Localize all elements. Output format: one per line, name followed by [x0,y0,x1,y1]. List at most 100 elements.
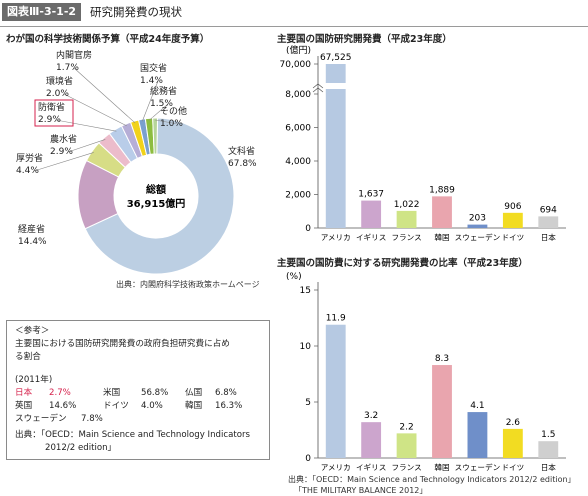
pie-slice-label: 農水省 [50,133,77,145]
pie-slice-value: 1.7% [56,63,79,73]
bar [432,365,452,458]
pie-leader-line [155,119,179,125]
pie-leader-line [63,93,127,127]
pie-leader-line [55,119,117,132]
highlight-box [34,99,74,127]
figure-number: 図表Ⅲ-3-1-2 [2,3,82,21]
bar [361,422,382,458]
bar-source-1: 出典：「OECD：Main Science and Technology Ind… [288,475,576,484]
pie-slice-label: 総務省 [150,85,177,97]
bar-value-label: 2.6 [506,418,521,428]
y-axis-unit: (%) [286,272,302,282]
bar [467,224,488,228]
reference-value: 14.6% [49,401,77,411]
x-tick-label: スウェーデン [455,462,501,472]
figure-header: 図表Ⅲ-3-1-2 研究開発費の現状 [0,0,588,27]
y-tick-label: 0 [305,224,311,234]
x-tick-label: 韓国 [434,462,449,472]
pie-chart-title: わが国の科学技術関係予算（平成24年度予算） [6,34,210,45]
axis-break [312,83,324,93]
x-tick-label: イギリス [356,463,386,472]
bar-value-label: 1,889 [429,185,455,195]
reference-source-1: 出典：「OECD：Main Science and Technology Ind… [15,430,250,440]
budget-pie-chart: 文科省 67.8% 経産省 14.4% 厚労省 4.4% 農水省 2.9% 防衛省 2.9% 環境省… [16,49,257,275]
reference-desc-2: る割合 [15,352,41,362]
bar-value-label: 67,525 [320,53,352,63]
x-tick-label: アメリカ [321,463,351,472]
pie-slice-value: 1.4% [140,76,163,86]
pie-leader-line [142,80,159,122]
pie-slice-value: 14.4% [18,237,47,247]
reference-country: ドイツ [103,401,129,411]
reference-value: 2.7% [49,388,71,398]
reference-country: 英国 [15,401,33,411]
bar-value-label: 3.2 [364,411,378,421]
x-tick-label: 韓国 [434,232,449,242]
pie-slice-value: 2.9% [38,115,61,125]
bar [538,441,559,458]
x-tick-label: アメリカ [321,233,351,242]
x-tick-label: フランス [391,233,421,242]
x-tick-label: イギリス [356,233,386,242]
pie-slice-label: その他 [160,105,187,117]
bar-value-label: 906 [504,202,521,212]
pie-slice-value: 67.8% [228,159,257,169]
pie-slice-label: 厚労省 [16,152,43,164]
pie-slice-label: 環境省 [46,75,73,87]
reference-source-2: 2012/2 edition」 [45,443,117,453]
reference-value: 6.8% [215,388,237,398]
y-tick-label: 8,000 [285,90,311,100]
reference-value: 7.8% [81,414,103,424]
y-tick-label: 15 [300,286,311,296]
bar [325,64,346,228]
bar [396,433,417,458]
reference-value: 4.0% [141,401,163,411]
x-tick-label: ドイツ [501,233,524,242]
pie-leader-line [67,139,106,153]
rd-cost-chart-title: 主要国の国防研究開発費（平成23年度） [277,34,452,45]
bar [502,428,523,458]
pie-slice [84,117,235,275]
pie-center-total: 36,915億円 [127,197,186,210]
bar-value-label: 694 [540,205,557,215]
bar [538,216,559,228]
y-tick-label: 5 [305,398,311,408]
bar-value-label: 1,637 [358,190,384,200]
bar [396,210,417,228]
y-tick-label: 0 [305,454,311,464]
reference-heading: ＜参考＞ [15,326,50,336]
bar [361,200,382,228]
bar-value-label: 4.1 [470,401,484,411]
bar [325,324,346,458]
y-axis-unit: (億円) [286,44,311,56]
pie-slice-value: 4.4% [16,166,39,176]
reference-country: 韓国 [185,401,203,411]
bar-value-label: 8.3 [435,354,449,364]
pie-slice-label: 防衛省 [38,101,65,113]
pie-slice-value: 1.0% [160,119,183,129]
y-tick-label: 2,000 [285,191,311,201]
y-tick-label: 6,000 [285,124,311,134]
bar [502,212,523,228]
pie-slice-value: 1.5% [150,99,173,109]
reference-desc-1: 主要国における国防研究開発費の政府負担研究費に占め [15,339,230,349]
bar-value-label: 1,022 [394,200,420,210]
reference-value: 56.8% [141,388,169,398]
defense-rd-cost-bar-chart: (億円) 0 2,000 4,000 6,000 8,000 70,000 67,525 アメリ… [280,44,566,242]
x-tick-label: ドイツ [501,463,524,472]
bar-source-2: 「THE MILITARY BALANCE 2012」 [294,486,428,495]
x-tick-label: 日本 [541,232,557,242]
reference-country: スウェーデン [15,414,67,424]
pie-slice-label: 文科省 [228,145,255,157]
pie-slice-value: 2.0% [46,89,69,99]
pie-center-label: 総額 [146,183,166,196]
reference-value: 16.3% [215,401,243,411]
bar-break [324,83,347,89]
pie-slice-label: 内閣官房 [56,49,92,61]
bar-value-label: 203 [469,214,486,224]
reference-year: (2011年) [15,375,53,385]
reference-box: ＜参考＞ 主要国における国防研究開発費の政府負担研究費に占め る割合 (2011… [6,320,270,460]
bar-value-label: 11.9 [326,314,346,324]
pie-slice-label: 経産省 [18,223,45,235]
defense-rd-ratio-bar-chart: (%) 0 5 10 15 11.9 アメリカ 3.2 イギリス 2.2 フランス 8.3 韓国 4.1 ス… [286,272,566,472]
